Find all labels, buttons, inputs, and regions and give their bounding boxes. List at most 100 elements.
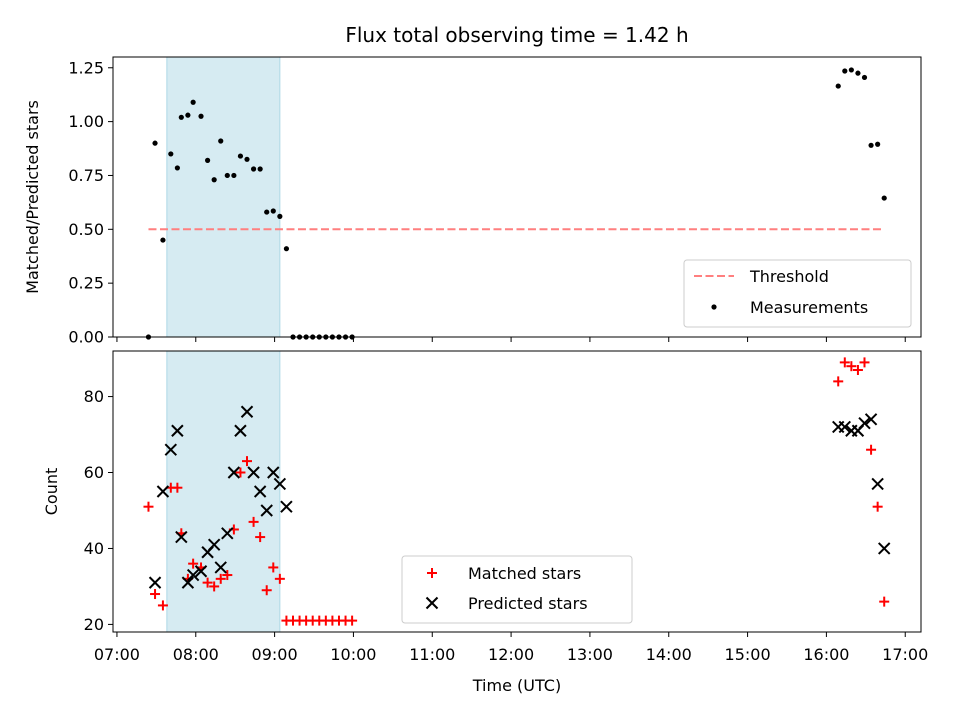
matched-star-point [222, 570, 233, 581]
matched-star-point [852, 364, 863, 375]
bottom-panel-frame [112, 350, 922, 633]
measurement-point [283, 246, 290, 252]
shaded-observing-window [166, 56, 281, 338]
measurement-point [152, 140, 158, 146]
predicted-star-point [858, 416, 871, 430]
predicted-star-point [280, 500, 293, 513]
legend-box [683, 259, 912, 328]
x-tick-label: 15:00 [725, 645, 771, 664]
bottom-panel: 20 40 60 80 07:00 08:00 09:00 10:00 11:00 12:00 1… [42, 350, 928, 695]
measurement-point [848, 67, 854, 73]
y-tick-label: 0.75 [68, 166, 104, 185]
predicted-star-point [838, 420, 852, 434]
x-tick-label: 09:00 [252, 645, 298, 664]
measurement-point [270, 208, 276, 214]
measurement-point [277, 213, 283, 219]
measurement-point [174, 165, 180, 171]
measurement-point [198, 113, 204, 119]
top-panel-frame [112, 56, 922, 338]
matched-star-point [157, 600, 168, 611]
measurement-point [185, 112, 191, 118]
predicted-star-point [171, 424, 184, 437]
x-tick-label: 13:00 [567, 645, 613, 664]
matched-star-point [879, 596, 890, 607]
bottom-y-axis-label: Count [42, 468, 61, 516]
matched-star-point [859, 357, 870, 368]
matched-star-point [202, 577, 213, 588]
predicted-star-point [267, 466, 280, 479]
predicted-star-point [164, 443, 178, 456]
matched-star-point [268, 562, 279, 573]
legend-box [401, 555, 633, 624]
matched-star-point [255, 532, 266, 543]
x-tick-label: 17:00 [882, 645, 928, 664]
predicted-star-point [194, 565, 208, 578]
measurement-point [250, 166, 257, 172]
predicted-star-point [247, 466, 260, 479]
x-tick-label: 12:00 [488, 645, 534, 664]
measurement-point [257, 166, 263, 172]
measurement-point [224, 172, 230, 179]
predicted-star-point [260, 504, 273, 517]
predicted-star-point [214, 561, 227, 574]
predicted-star-point [878, 542, 891, 555]
matched-star-point [846, 361, 857, 372]
legend-predicted-label: Predicted stars [468, 594, 588, 613]
measurement-point [855, 70, 861, 76]
matched-star-point [209, 581, 220, 592]
measurement-point [168, 151, 174, 157]
legend-measurement-label: Measurements [750, 298, 868, 317]
measurement-point [211, 177, 217, 183]
matched-star-point [261, 585, 272, 596]
predicted-star-point [221, 527, 234, 540]
legend-matched-label: Matched stars [468, 564, 581, 583]
measurement-point [237, 153, 244, 159]
matched-star-point [235, 467, 246, 478]
predicted-star-point [181, 576, 195, 589]
matched-star-point [150, 589, 161, 600]
y-tick-label: 80 [84, 387, 104, 406]
top-y-axis-label: Matched/Predicted stars [23, 100, 42, 294]
matched-star-point [248, 516, 259, 527]
measurement-point [861, 74, 868, 81]
x-tick-label: 14:00 [646, 645, 692, 664]
predicted-star-point [234, 424, 247, 437]
legend-measurement-swatch [711, 304, 717, 310]
x-tick-label: 10:00 [330, 645, 376, 664]
predicted-star-point [253, 485, 267, 498]
measurement-point [178, 114, 184, 120]
legend-matched-swatch [427, 568, 437, 578]
y-tick-label: 0.50 [68, 220, 104, 239]
predicted-star-point [156, 485, 170, 498]
measurement-point [881, 195, 887, 201]
matched-star-point [188, 558, 199, 569]
chart-title: Flux total observing time = 1.42 h [345, 23, 688, 47]
x-tick-label: 07:00 [94, 645, 140, 664]
measurement-point [204, 157, 211, 163]
x-tick-label: 16:00 [803, 645, 849, 664]
predicted-star-point [207, 538, 221, 551]
measurement-point [868, 142, 874, 148]
matched-star-point [143, 501, 154, 512]
predicted-star-point [864, 413, 878, 426]
predicted-star-point [273, 477, 287, 491]
matched-star-point [839, 357, 850, 368]
predicted-star-point [240, 405, 254, 418]
matched-star-point [866, 444, 877, 455]
matched-star-point [347, 615, 358, 626]
top-legend: Threshold Measurements [683, 259, 912, 328]
y-tick-label: 1.00 [68, 112, 104, 131]
legend-predicted-swatch [425, 596, 439, 610]
x-tick-label: 08:00 [173, 645, 219, 664]
matched-star-point [274, 573, 285, 584]
matched-star-point [215, 573, 226, 584]
measurement-point [835, 83, 841, 89]
predicted-star-point [227, 466, 241, 479]
matched-star-point [172, 482, 183, 493]
predicted-star-point [148, 576, 162, 589]
bottom-legend: Matched stars Predicted stars [401, 555, 633, 624]
y-tick-label: 60 [84, 463, 104, 482]
measurement-point [190, 99, 196, 105]
predicted-star-point [175, 530, 188, 544]
y-tick-label: 0.00 [68, 328, 104, 347]
